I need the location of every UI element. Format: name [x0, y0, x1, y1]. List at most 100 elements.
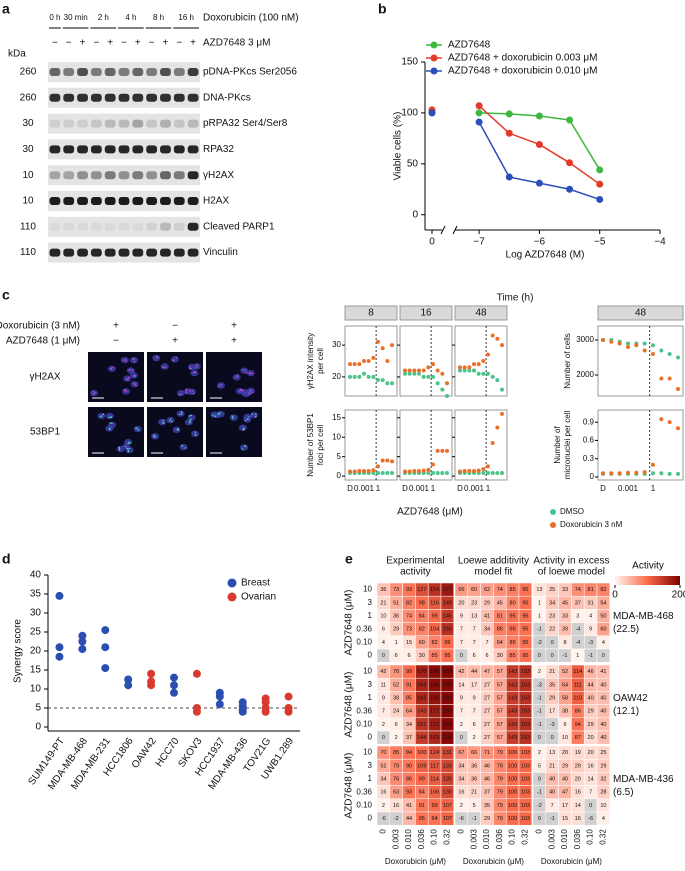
- time-label: 8 h: [153, 13, 164, 22]
- cell-value: 1: [395, 640, 398, 646]
- cell-value: -4: [575, 627, 580, 633]
- band: [63, 248, 75, 257]
- data-point: [435, 381, 440, 386]
- cell-value: 36: [471, 763, 477, 769]
- data-point: [626, 341, 630, 346]
- band: [90, 93, 102, 102]
- colorbar-label: Activity: [632, 561, 664, 572]
- colorbar-tick-label: 0: [612, 590, 618, 601]
- data-point: [490, 333, 495, 338]
- plot-frame: [344, 409, 398, 481]
- cell-value: -4: [575, 640, 580, 646]
- legend-label: Breast: [241, 578, 270, 589]
- data-point: [55, 591, 64, 600]
- cell-value: 60: [471, 587, 477, 593]
- y-tick-label: 15: [332, 413, 341, 422]
- column-title: Loewe additivity: [458, 556, 529, 567]
- cell-value: -2: [537, 640, 542, 646]
- band: [132, 68, 144, 76]
- nucleus: [177, 389, 186, 397]
- data-point: [376, 339, 380, 344]
- cell-value: 34: [458, 763, 464, 769]
- lane-state: +: [80, 38, 86, 49]
- focus: [131, 370, 134, 372]
- cell-value: 84: [419, 790, 425, 796]
- focus: [127, 449, 130, 452]
- data-point: [445, 394, 449, 398]
- cell-value: 9: [460, 613, 463, 619]
- nucleus: [191, 430, 200, 438]
- cell-value: -3: [588, 640, 593, 646]
- nucleus: [158, 418, 167, 426]
- cell-value: 40: [588, 695, 594, 701]
- cell-value: 4: [602, 816, 605, 822]
- data-point: [505, 173, 513, 181]
- cell-value: 103: [521, 750, 530, 756]
- cell-value: 40: [549, 790, 555, 796]
- data-point: [500, 387, 504, 392]
- cell-value: 29: [600, 763, 606, 769]
- cell-value: 45: [562, 600, 568, 606]
- legend-label: DMSO: [560, 507, 584, 516]
- band: [104, 145, 116, 154]
- legend-marker: [550, 522, 556, 528]
- data-point: [500, 471, 504, 475]
- data-point: [458, 368, 462, 373]
- data-point: [284, 707, 293, 716]
- cell-value: 16: [380, 790, 386, 796]
- cell-value: 4: [589, 613, 592, 619]
- data-point: [421, 368, 426, 373]
- cell-value: -1: [537, 790, 542, 796]
- data-point: [357, 362, 362, 367]
- cell-value: 7: [460, 640, 463, 646]
- cell-value: 0: [538, 653, 541, 659]
- column-title: Experimental: [386, 556, 444, 567]
- cell-value: 127: [417, 587, 426, 593]
- nucleus: [160, 363, 169, 370]
- nucleus: [123, 375, 132, 382]
- cell-value: 100: [508, 803, 517, 809]
- cell-value: 14: [575, 803, 581, 809]
- x-tick-label: 1: [651, 484, 656, 493]
- synergy-score: (6.5): [613, 787, 634, 798]
- cell-value: 7: [460, 627, 463, 633]
- focus: [175, 356, 178, 359]
- data-point: [366, 374, 371, 379]
- data-point: [390, 381, 394, 386]
- data-point: [472, 469, 476, 474]
- column-title: model fit: [475, 567, 513, 578]
- focus: [196, 364, 199, 366]
- focus: [109, 422, 111, 424]
- focus: [241, 448, 244, 450]
- band: [90, 248, 102, 257]
- data-point: [475, 102, 483, 110]
- cell-value: 7: [460, 709, 463, 715]
- cell-value: 104: [430, 627, 439, 633]
- data-point: [376, 471, 380, 475]
- cell-value: 131: [443, 750, 452, 756]
- data-point: [651, 352, 655, 356]
- cell-value: 2: [460, 722, 463, 728]
- cell-value: -1: [537, 709, 542, 715]
- cell-value: 64: [562, 682, 568, 688]
- cell-value: 46: [588, 669, 594, 675]
- cell-value: 85: [432, 653, 438, 659]
- axis-break: [452, 225, 458, 235]
- cell-value: 85: [510, 653, 516, 659]
- focus: [189, 422, 191, 424]
- cell-value: 7: [473, 627, 476, 633]
- plot-frame: [454, 409, 508, 481]
- y-axis-label: Synergy score: [13, 619, 24, 683]
- nucleus: [238, 424, 247, 431]
- synergy-score: (22.5): [613, 624, 639, 635]
- blot-label: RPA32: [203, 144, 234, 155]
- band: [132, 119, 144, 128]
- data-point: [651, 462, 655, 467]
- cell-value: 94: [575, 722, 581, 728]
- focus: [110, 416, 113, 418]
- cell-value: 29: [588, 709, 594, 715]
- data-point: [535, 140, 543, 148]
- cell-value: 193: [443, 735, 452, 741]
- band: [160, 119, 171, 128]
